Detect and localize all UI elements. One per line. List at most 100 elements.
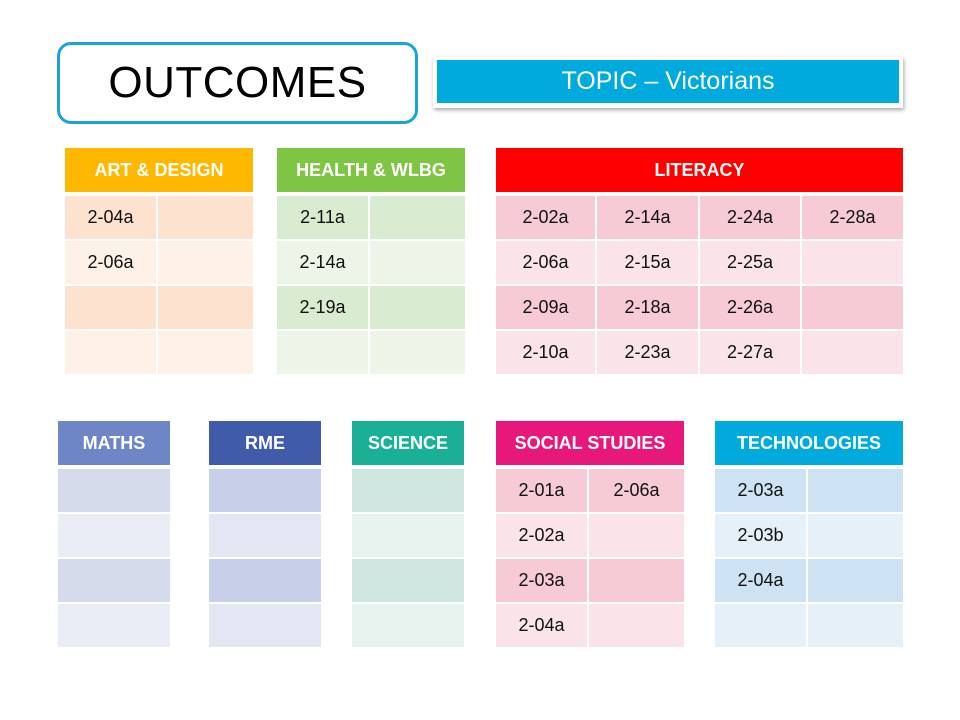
table-row: [209, 469, 321, 512]
table-cell: 2-14a: [597, 196, 700, 239]
table-cell: [352, 559, 464, 602]
table-cell: [158, 241, 253, 284]
table-cell: 2-06a: [65, 241, 158, 284]
table-row: [209, 604, 321, 647]
outcomes-title-box: OUTCOMES: [57, 42, 418, 124]
table-row: [209, 559, 321, 602]
table-row: 2-14a: [277, 241, 465, 284]
table-cell: [589, 514, 684, 557]
table-row: [58, 514, 170, 557]
table-header-maths: MATHS: [58, 421, 170, 465]
table-cell: [158, 331, 253, 374]
table-cell: 2-19a: [277, 286, 370, 329]
table-science: SCIENCE: [352, 421, 464, 648]
table-row: 2-19a: [277, 286, 465, 329]
table-cell: [589, 559, 684, 602]
table-row: [58, 469, 170, 512]
table-row: [352, 514, 464, 557]
table-cell: [808, 514, 903, 557]
table-row: 2-11a: [277, 196, 465, 239]
table-tech: TECHNOLOGIES 2-03a 2-03b 2-04a: [715, 421, 903, 648]
table-cell: 2-26a: [700, 286, 802, 329]
table-row: 2-06a 2-15a 2-25a: [496, 241, 903, 284]
table-row: [352, 469, 464, 512]
table-cell: 2-04a: [715, 559, 808, 602]
table-literacy: LITERACY 2-02a 2-14a 2-24a 2-28a 2-06a 2-15a 2-…: [496, 148, 903, 375]
table-row: [65, 286, 253, 329]
table-row: [352, 604, 464, 647]
table-row: 2-02a: [496, 514, 684, 557]
table-cell: [802, 241, 903, 284]
table-cell: [370, 196, 465, 239]
table-cell: [802, 286, 903, 329]
table-cell: [352, 469, 464, 512]
table-cell: [58, 604, 170, 647]
table-header-health: HEALTH & WLBG: [277, 148, 465, 192]
table-row: 2-04a: [715, 559, 903, 602]
table-cell: 2-10a: [496, 331, 597, 374]
table-row: [277, 331, 465, 374]
table-header-social: SOCIAL STUDIES: [496, 421, 684, 465]
table-cell: [158, 196, 253, 239]
table-row: 2-10a 2-23a 2-27a: [496, 331, 903, 374]
table-cell: 2-11a: [277, 196, 370, 239]
table-row: [58, 559, 170, 602]
table-cell: 2-02a: [496, 196, 597, 239]
table-cell: [352, 514, 464, 557]
table-row: 2-01a 2-06a: [496, 469, 684, 512]
table-cell: [65, 331, 158, 374]
table-cell: 2-03a: [496, 559, 589, 602]
table-cell: [589, 604, 684, 647]
table-cell: [209, 469, 321, 512]
table-header-tech: TECHNOLOGIES: [715, 421, 903, 465]
table-cell: [58, 559, 170, 602]
page-title: OUTCOMES: [108, 58, 367, 107]
table-cell: [277, 331, 370, 374]
table-row: [715, 604, 903, 647]
table-cell: [808, 469, 903, 512]
table-cell: [808, 604, 903, 647]
table-cell: [209, 514, 321, 557]
table-cell: 2-15a: [597, 241, 700, 284]
table-row: [58, 604, 170, 647]
table-health: HEALTH & WLBG 2-11a 2-14a 2-19a: [277, 148, 465, 375]
table-cell: 2-06a: [496, 241, 597, 284]
table-cell: [58, 469, 170, 512]
table-cell: [209, 604, 321, 647]
table-cell: 2-02a: [496, 514, 589, 557]
table-cell: [352, 604, 464, 647]
table-row: 2-03a: [496, 559, 684, 602]
table-cell: [808, 559, 903, 602]
table-cell: [802, 331, 903, 374]
table-row: 2-03a: [715, 469, 903, 512]
table-header-art: ART & DESIGN: [65, 148, 253, 192]
table-cell: [715, 604, 808, 647]
table-row: 2-02a 2-14a 2-24a 2-28a: [496, 196, 903, 239]
table-rme: RME: [209, 421, 321, 648]
table-row: [352, 559, 464, 602]
table-cell: [209, 559, 321, 602]
table-cell: [370, 241, 465, 284]
table-header-science: SCIENCE: [352, 421, 464, 465]
table-cell: 2-03a: [715, 469, 808, 512]
table-cell: 2-03b: [715, 514, 808, 557]
table-header-rme: RME: [209, 421, 321, 465]
topic-banner: TOPIC – Victorians: [433, 57, 903, 108]
table-row: 2-09a 2-18a 2-26a: [496, 286, 903, 329]
table-row: [209, 514, 321, 557]
table-cell: 2-06a: [589, 469, 684, 512]
table-header-literacy: LITERACY: [496, 148, 903, 192]
table-row: [65, 331, 253, 374]
table-cell: 2-28a: [802, 196, 903, 239]
table-cell: 2-01a: [496, 469, 589, 512]
table-row: 2-06a: [65, 241, 253, 284]
table-cell: 2-09a: [496, 286, 597, 329]
table-art: ART & DESIGN 2-04a 2-06a: [65, 148, 253, 375]
table-cell: [158, 286, 253, 329]
table-maths: MATHS: [58, 421, 170, 648]
table-cell: 2-04a: [496, 604, 589, 647]
table-cell: 2-04a: [65, 196, 158, 239]
table-cell: 2-25a: [700, 241, 802, 284]
table-cell: [65, 286, 158, 329]
table-cell: 2-27a: [700, 331, 802, 374]
